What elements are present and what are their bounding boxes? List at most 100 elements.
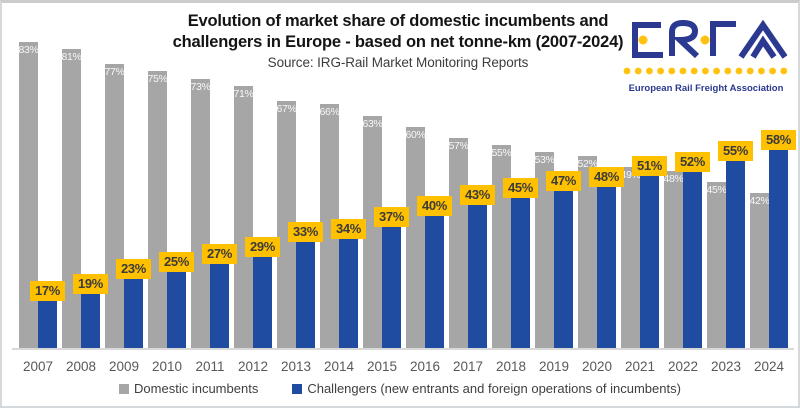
challenger-value-label: 45% — [503, 178, 538, 198]
incumbent-bar: 81% — [61, 49, 82, 348]
x-axis-tick-label: 2010 — [151, 359, 183, 374]
incumbent-bar: 66% — [319, 104, 340, 348]
challenger-value-label: 34% — [331, 219, 366, 239]
x-axis-tick-label: 2013 — [280, 359, 312, 374]
year-group: 48% 52% 2022 — [663, 33, 710, 374]
logo-dot — [646, 67, 653, 75]
challenger-value-label: 29% — [245, 237, 280, 257]
challenger-bar — [124, 263, 143, 348]
incumbent-value-label: 77% — [104, 66, 125, 78]
logo-letter-e — [632, 22, 663, 58]
incumbent-value-label: 75% — [147, 73, 168, 85]
incumbent-value-label: 53% — [534, 154, 555, 166]
incumbent-value-label: 67% — [276, 103, 297, 115]
challenger-bar — [382, 211, 401, 348]
x-axis-tick-label: 2014 — [323, 359, 355, 374]
x-axis-tick-label: 2019 — [538, 359, 570, 374]
logo-dot — [735, 67, 743, 75]
incumbent-value-label: 48% — [663, 173, 684, 185]
x-axis-tick-label: 2007 — [22, 359, 54, 374]
incumbents-swatch-icon — [119, 383, 130, 394]
incumbent-bar: 67% — [276, 101, 297, 348]
year-group: 42% 58% 2024 — [749, 33, 796, 374]
year-group: 49% 51% 2021 — [620, 33, 667, 374]
incumbent-bar: 83% — [18, 42, 39, 348]
logo-letter-a-outer — [738, 19, 788, 59]
challenger-value-label: 55% — [718, 141, 753, 161]
incumbent-bar: 53% — [534, 152, 555, 348]
logo-letter-f — [710, 21, 736, 56]
challenger-value-label: 58% — [761, 130, 796, 150]
incumbent-value-label: 60% — [405, 129, 426, 141]
challenger-bar — [683, 156, 702, 348]
chart-source: Source: IRG-Rail Market Monitoring Repor… — [267, 55, 529, 70]
incumbent-value-label: 66% — [319, 106, 340, 118]
year-group: 63% 37% 2015 — [362, 33, 409, 374]
legend-label-incumbents: Domestic incumbents — [134, 381, 259, 396]
chart-header: Evolution of market share of domestic in… — [2, 11, 794, 70]
year-group: 73% 27% 2011 — [190, 33, 237, 374]
x-axis-tick-label: 2009 — [108, 359, 140, 374]
incumbent-value-label: 83% — [18, 44, 39, 56]
challenger-value-label: 51% — [632, 156, 667, 176]
challenger-value-label: 19% — [73, 274, 108, 294]
challenger-bar — [253, 241, 272, 348]
logo-letter-a-inner — [750, 35, 777, 59]
x-axis-tick-label: 2016 — [409, 359, 441, 374]
incumbent-bar: 71% — [233, 86, 254, 348]
challenger-bar — [296, 226, 315, 348]
year-group: 75% 25% 2010 — [147, 33, 194, 374]
year-group: 83% 17% 2007 — [18, 33, 65, 374]
year-group: 67% 33% 2013 — [276, 33, 323, 374]
x-axis-line — [12, 348, 794, 350]
logo-dot — [746, 67, 754, 75]
logo-dot — [679, 67, 687, 75]
incumbent-bar: 75% — [147, 71, 168, 348]
challenger-bar — [511, 182, 530, 348]
challenger-bar — [339, 223, 358, 348]
challenger-bar — [597, 171, 616, 348]
legend-label-challengers: Challengers (new entrants and foreign op… — [307, 381, 681, 396]
year-group: 57% 43% 2017 — [448, 33, 495, 374]
logo-dot — [780, 67, 788, 75]
incumbent-bar: 55% — [491, 145, 512, 348]
logo-dot — [657, 67, 664, 75]
year-group: 60% 40% 2016 — [405, 33, 452, 374]
challenger-value-label: 17% — [30, 281, 65, 301]
year-group: 71% 29% 2012 — [233, 33, 280, 374]
incumbent-value-label: 57% — [448, 140, 469, 152]
challenger-bar — [554, 175, 573, 348]
challenger-bar — [640, 160, 659, 348]
logo-accent-dot — [700, 35, 710, 45]
x-axis-tick-label: 2023 — [710, 359, 742, 374]
x-axis-tick-label: 2018 — [495, 359, 527, 374]
challenger-bar — [167, 256, 186, 348]
bar-chart: 83% 17% 2007 81% 19% 2008 77% 23% 2009 75% 25% 2010… — [12, 33, 796, 374]
incumbent-bar: 42% — [749, 193, 770, 348]
incumbent-value-label: 71% — [233, 88, 254, 100]
x-axis-tick-label: 2011 — [195, 359, 225, 374]
incumbent-value-label: 42% — [749, 195, 770, 207]
incumbent-value-label: 81% — [61, 51, 82, 63]
challenger-value-label: 27% — [202, 244, 237, 264]
legend-item-incumbents: Domestic incumbents — [119, 381, 258, 396]
incumbent-bar: 45% — [706, 182, 727, 348]
erfa-logo: European Rail Freight Association — [620, 15, 792, 97]
challenger-bar — [726, 145, 745, 348]
legend-item-challengers: Challengers (new entrants and foreign op… — [292, 381, 681, 396]
incumbent-bar: 48% — [663, 171, 684, 348]
year-group: 53% 47% 2019 — [534, 33, 581, 374]
logo-dot — [623, 67, 631, 75]
chart-title-line1: Evolution of market share of domestic in… — [187, 12, 609, 30]
logo-accent-dot — [638, 35, 648, 45]
incumbent-value-label: 73% — [190, 81, 211, 93]
challenger-value-label: 37% — [374, 207, 409, 227]
x-axis-tick-label: 2015 — [366, 359, 398, 374]
challenger-value-label: 40% — [417, 196, 452, 216]
challenger-value-label: 23% — [116, 259, 151, 279]
challenger-bar — [468, 189, 487, 348]
logo-dots — [623, 67, 788, 75]
incumbent-value-label: 55% — [491, 147, 512, 159]
x-axis-tick-label: 2024 — [753, 359, 785, 374]
logo-dot — [713, 67, 720, 75]
